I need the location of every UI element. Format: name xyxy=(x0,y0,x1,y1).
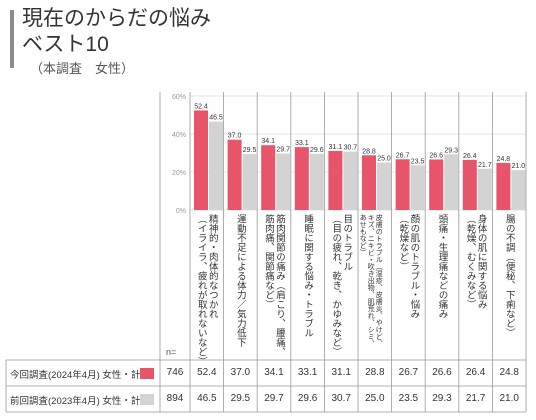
data-label: 26.6 xyxy=(429,152,443,159)
bar xyxy=(276,153,291,210)
table-cell: 37.0 xyxy=(230,367,251,378)
title-line-2: ベスト10 xyxy=(22,33,109,56)
category-label: 筋肉関節の痛み（肩こり、腰痛、 筋肉痛、関節痛など） xyxy=(263,214,285,357)
sample-size: 894 xyxy=(166,393,184,404)
data-label: 29.3 xyxy=(444,147,458,154)
data-label: 29.6 xyxy=(310,147,324,154)
table-cell: 26.7 xyxy=(398,367,419,378)
bar xyxy=(511,170,526,210)
table-cell: 29.6 xyxy=(297,393,318,404)
bar xyxy=(294,147,309,210)
category-label: 目のトラブル （目の疲れ、乾き、かゆみなど） xyxy=(330,214,353,357)
bar xyxy=(377,162,391,210)
table-cell: 52.4 xyxy=(197,367,217,378)
series-swatch xyxy=(140,368,154,379)
data-label: 26.4 xyxy=(463,153,477,160)
data-label: 24.8 xyxy=(497,156,511,163)
data-label: 52.4 xyxy=(194,103,208,110)
category-label: 頭痛・生理痛などの痛み xyxy=(436,214,448,319)
table-cell: 31.1 xyxy=(331,367,351,378)
bar xyxy=(477,168,492,210)
table-cell: 21.7 xyxy=(465,393,486,404)
series-swatch xyxy=(140,394,154,405)
page-title: 現在のからだの悩み ベスト10 xyxy=(22,6,211,58)
sample-size: 746 xyxy=(166,367,184,378)
title-line-1: 現在のからだの悩み xyxy=(22,7,211,30)
table-cell: 26.4 xyxy=(465,367,486,378)
bar xyxy=(462,159,477,210)
table-cell: 24.8 xyxy=(499,367,519,378)
table-cell: 23.5 xyxy=(398,393,419,404)
series-row-label: 前回調査(2023年4月) 女性・計 xyxy=(10,396,141,407)
bar xyxy=(227,139,242,210)
bar xyxy=(444,154,459,210)
category-label: 顔の肌のトラブル・悩み （乾燥など） xyxy=(397,214,420,319)
table-cell: 29.3 xyxy=(432,393,452,404)
table-cell: 34.1 xyxy=(264,367,284,378)
category-label: 身体の肌に関する悩み （乾燥、むくみなど） xyxy=(464,214,487,309)
title-accent-bar xyxy=(10,10,14,68)
table-cell: 26.6 xyxy=(432,367,452,378)
data-label: 30.7 xyxy=(344,145,358,152)
bar xyxy=(343,151,358,210)
table-cell: 29.5 xyxy=(230,393,251,404)
category-label: 精神的・肉体的なつかれ （イライラ、疲れが取れないなど） xyxy=(195,214,218,366)
data-label: 26.7 xyxy=(396,152,410,159)
bar xyxy=(209,121,223,210)
category-label: 皮膚のトラブル（湿疹、皮膚炎、やけど、 キズ、ニキビ・吹き出物、肌荒れ、シミ、 … xyxy=(359,214,383,347)
y-tick-label: 60% xyxy=(172,94,186,101)
data-label: 29.5 xyxy=(243,147,257,154)
page-subtitle: （本調査 女性） xyxy=(30,61,135,76)
data-label: 25.0 xyxy=(377,156,391,163)
bar xyxy=(429,159,444,210)
bar xyxy=(242,153,257,210)
bar xyxy=(328,150,343,210)
data-label: 33.1 xyxy=(295,140,309,147)
bar xyxy=(194,110,208,210)
data-label: 46.5 xyxy=(209,115,223,122)
bar xyxy=(395,159,410,210)
table-cell: 33.1 xyxy=(297,367,318,378)
data-label: 21.7 xyxy=(478,162,492,169)
data-label: 23.5 xyxy=(411,158,425,165)
bar xyxy=(410,165,425,210)
table-cell: 30.7 xyxy=(331,393,351,404)
y-tick-label: 0% xyxy=(176,208,186,215)
table-cell: 25.0 xyxy=(365,393,385,404)
data-label: 31.1 xyxy=(329,144,343,151)
table-cell: 29.7 xyxy=(264,393,284,404)
table-cell: 21.0 xyxy=(499,393,519,404)
data-label: 28.8 xyxy=(362,148,376,155)
bar xyxy=(309,153,324,210)
n-label: n= xyxy=(166,347,177,357)
category-label: 運動不足による体力／気力低下 xyxy=(234,214,246,347)
table-cell: 46.5 xyxy=(197,393,217,404)
data-label: 29.7 xyxy=(276,147,290,154)
series-row-label: 今回調査(2024年4月) 女性・計 xyxy=(10,370,141,381)
bar xyxy=(261,145,276,210)
bar xyxy=(362,155,376,210)
table-cell: 28.8 xyxy=(365,367,385,378)
category-label: 腸の不調（便秘、下痢など） xyxy=(503,214,515,338)
y-tick-label: 20% xyxy=(172,170,186,177)
data-label: 34.1 xyxy=(261,138,275,145)
data-label: 21.0 xyxy=(512,163,526,170)
data-label: 37.0 xyxy=(228,133,242,140)
category-label: 睡眠に関する悩み・トラブル xyxy=(302,214,314,338)
bar xyxy=(496,162,511,210)
y-tick-label: 40% xyxy=(172,132,186,139)
